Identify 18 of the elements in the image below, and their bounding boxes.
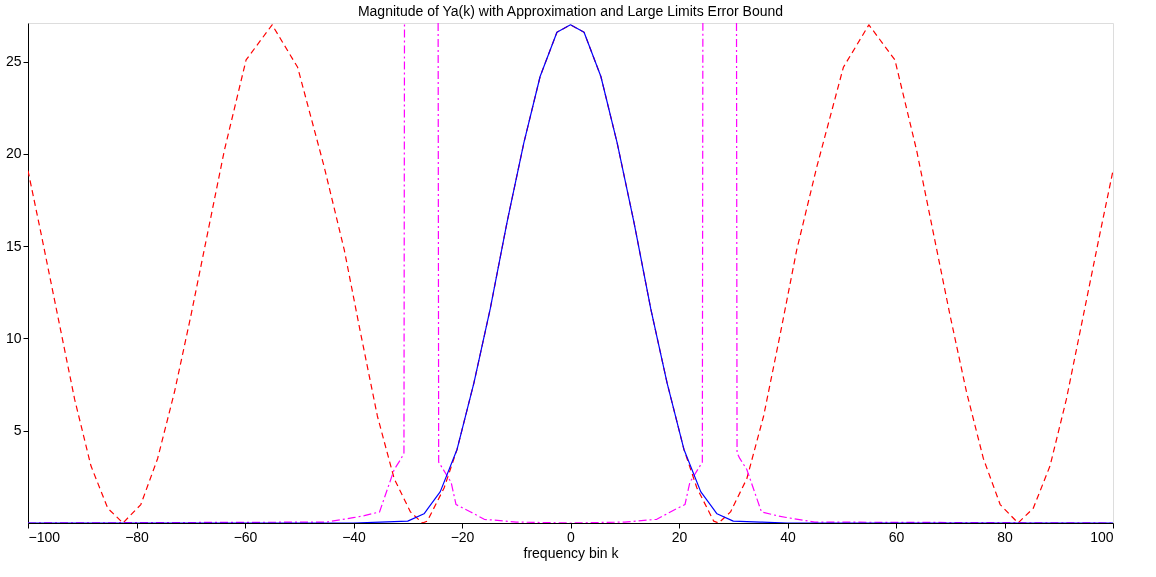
y-tick-label: 20 [5,145,22,162]
x-tick-label: −60 [233,528,258,545]
chart-title: Magnitude of Ya(k) with Approximation and Large Limits Error Bound [357,3,784,19]
x-tick-label: −20 [450,528,475,545]
x-axis-title: frequency bin k [523,544,620,561]
y-tick-label: 15 [5,237,22,254]
x-tick-label: 60 [888,528,905,545]
x-tick-label: −80 [125,528,150,545]
x-tick-label: 40 [780,528,796,545]
y-tick-label: 25 [5,53,22,70]
x-tick-label: −40 [342,528,367,545]
x-tick-label: 20 [671,528,688,545]
x-tick-label: 80 [997,528,1013,545]
x-tick-label: −100 [28,528,61,545]
x-tick-label: 0 [567,528,576,545]
y-tick-label: 10 [5,330,22,346]
x-tick-label: 100 [1090,528,1114,545]
y-tick-label: 5 [13,422,22,439]
